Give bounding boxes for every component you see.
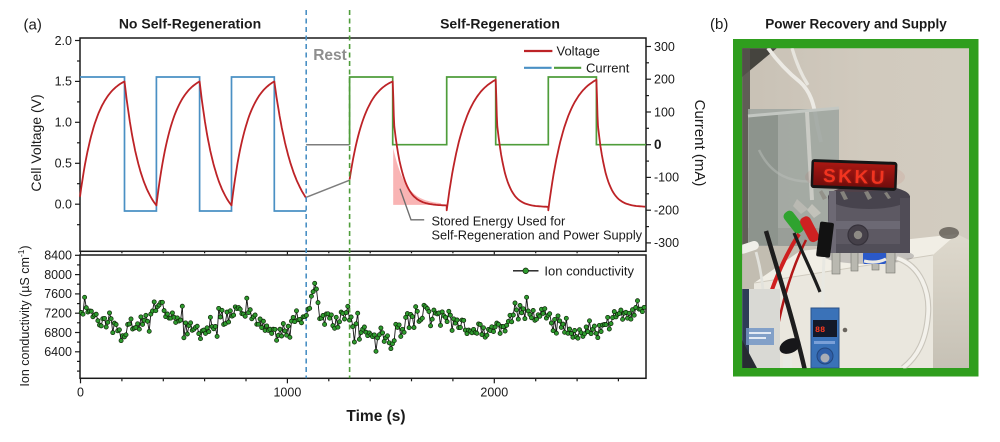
svg-text:0.0: 0.0 xyxy=(55,198,72,212)
svg-text:6400: 6400 xyxy=(44,345,72,359)
svg-text:7600: 7600 xyxy=(44,287,72,301)
svg-text:-100: -100 xyxy=(654,171,679,185)
svg-text:Self-Regeneration: Self-Regeneration xyxy=(440,16,560,32)
svg-text:1.5: 1.5 xyxy=(55,75,72,89)
svg-text:Ion conductivity (µS cm-1): Ion conductivity (µS cm-1) xyxy=(16,245,32,386)
svg-text:6800: 6800 xyxy=(44,326,72,340)
svg-text:SKKU: SKKU xyxy=(823,166,888,189)
svg-text:8400: 8400 xyxy=(44,249,72,263)
svg-text:1.0: 1.0 xyxy=(55,116,72,130)
svg-text:Current: Current xyxy=(586,60,630,75)
svg-text:1000: 1000 xyxy=(273,385,301,399)
svg-text:Current (mA): Current (mA) xyxy=(691,100,708,187)
svg-text:2000: 2000 xyxy=(480,385,508,399)
svg-text:8000: 8000 xyxy=(44,268,72,282)
svg-text:Power Recovery and Supply: Power Recovery and Supply xyxy=(765,17,947,32)
svg-text:Stored Energy Used for: Stored Energy Used for xyxy=(432,214,566,229)
svg-text:Voltage: Voltage xyxy=(557,44,600,59)
svg-text:-300: -300 xyxy=(654,236,679,250)
svg-text:Self-Regeneration and Power Su: Self-Regeneration and Power Supply xyxy=(432,228,643,243)
svg-text:0: 0 xyxy=(654,137,662,152)
svg-text:300: 300 xyxy=(654,40,675,54)
svg-text:SKKU: SKKU xyxy=(823,166,888,189)
svg-text:200: 200 xyxy=(654,73,675,87)
svg-text:(b): (b) xyxy=(710,16,728,33)
svg-text:-200: -200 xyxy=(654,204,679,218)
svg-text:0.5: 0.5 xyxy=(55,157,72,171)
svg-text:7200: 7200 xyxy=(44,307,72,321)
svg-text:Cell Voltage (V): Cell Voltage (V) xyxy=(28,94,44,191)
svg-text:0: 0 xyxy=(77,385,84,399)
svg-text:88: 88 xyxy=(815,325,825,335)
svg-text:Ion conductivity: Ion conductivity xyxy=(544,263,634,278)
svg-text:100: 100 xyxy=(654,105,675,119)
svg-text:Rest: Rest xyxy=(313,47,347,64)
svg-text:No Self-Regeneration: No Self-Regeneration xyxy=(119,16,261,32)
svg-text:2.0: 2.0 xyxy=(55,34,72,48)
svg-text:Time (s): Time (s) xyxy=(346,408,405,425)
svg-text:(a): (a) xyxy=(24,17,42,34)
